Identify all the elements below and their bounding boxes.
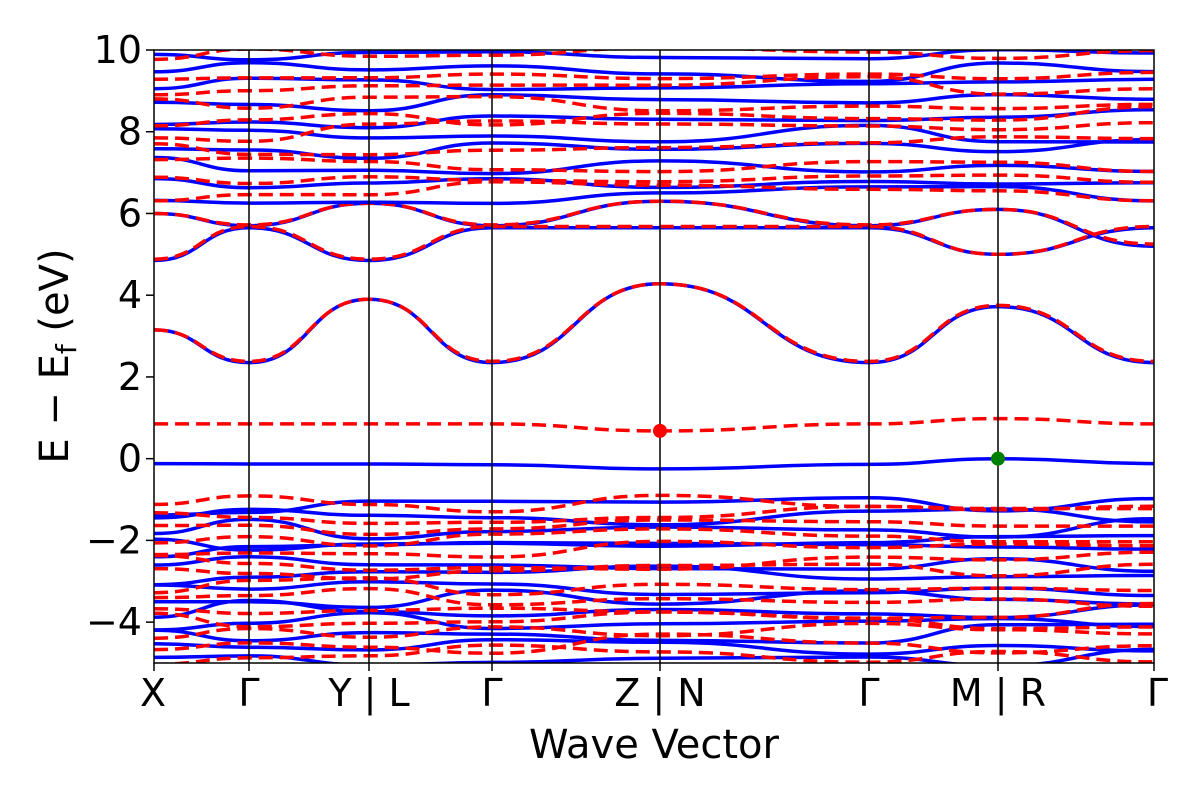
y-axis-label-unit: (eV) bbox=[32, 248, 78, 344]
y-tick-label: 0 bbox=[118, 437, 142, 481]
dense-band bbox=[154, 632, 1154, 655]
dense-band bbox=[154, 610, 1154, 631]
y-tick-label: 2 bbox=[118, 355, 142, 399]
x-tick-label: Γ bbox=[238, 671, 259, 715]
bands-layer bbox=[154, 50, 1154, 663]
x-tick-label: M | R bbox=[950, 671, 1046, 716]
extremum-marker bbox=[653, 423, 667, 438]
dense-band bbox=[154, 550, 1154, 572]
dense-band bbox=[154, 60, 1154, 84]
dense-band bbox=[154, 637, 1154, 656]
y-tick-label: 4 bbox=[118, 273, 142, 317]
dense-band bbox=[154, 74, 1154, 97]
dense-band bbox=[154, 135, 1154, 157]
plot-frame bbox=[153, 49, 1155, 664]
dense-band bbox=[154, 586, 1154, 609]
dense-band bbox=[154, 119, 1154, 144]
dense-band bbox=[154, 576, 1154, 597]
y-axis-label-main: E − E bbox=[32, 354, 78, 464]
x-tick-label: Z | N bbox=[614, 671, 705, 716]
spin-down-band bbox=[154, 199, 1154, 246]
x-tick-label: Γ bbox=[1147, 671, 1168, 715]
dense-band bbox=[154, 123, 1154, 144]
extrema-markers bbox=[653, 423, 1005, 466]
dense-band bbox=[154, 70, 1154, 81]
x-tick-label: Γ bbox=[858, 671, 879, 715]
y-tick-label: 10 bbox=[94, 28, 142, 72]
extremum-marker bbox=[991, 451, 1005, 466]
dense-band bbox=[154, 516, 1154, 541]
dense-band bbox=[154, 527, 1154, 548]
dense-band bbox=[154, 180, 1154, 203]
y-tick-label: −2 bbox=[86, 518, 142, 562]
dense-band bbox=[154, 493, 1154, 514]
x-tick-label: Y | L bbox=[327, 671, 409, 716]
dense-band bbox=[154, 173, 1154, 186]
spin-down-band bbox=[154, 416, 1154, 433]
dense-band bbox=[154, 647, 1154, 663]
spin-down-band bbox=[154, 224, 1154, 261]
x-axis-label: Wave Vector bbox=[529, 722, 780, 768]
dense-band bbox=[154, 107, 1154, 130]
dense-band bbox=[154, 518, 1154, 537]
y-axis-label-subscript: f bbox=[50, 343, 83, 354]
spin-down-band bbox=[154, 282, 1154, 364]
x-axis-ticks: X Γ Y | L Γ Z | N Γ M | R Γ bbox=[140, 663, 1168, 716]
dense-band bbox=[154, 105, 1154, 128]
dense-band bbox=[154, 94, 1154, 113]
dense-band bbox=[154, 562, 1154, 581]
y-tick-label: 8 bbox=[118, 110, 142, 154]
dense-band bbox=[154, 50, 1154, 62]
x-tick-label: Γ bbox=[481, 671, 502, 715]
high-symmetry-lines bbox=[248, 50, 999, 663]
y-tick-label: 6 bbox=[118, 191, 142, 235]
dense-band bbox=[154, 539, 1154, 559]
y-axis-ticks: −4 −2 0 2 4 6 8 10 bbox=[86, 28, 154, 644]
spin-up-band bbox=[154, 282, 1154, 365]
y-tick-label: −4 bbox=[86, 600, 142, 644]
spin-up-band bbox=[154, 456, 1154, 471]
dense-band bbox=[154, 155, 1154, 176]
dense-band bbox=[154, 156, 1154, 174]
x-tick-label: X bbox=[140, 671, 166, 715]
y-axis-label: E − Ef (eV) bbox=[32, 248, 83, 463]
dense-band bbox=[154, 601, 1154, 620]
